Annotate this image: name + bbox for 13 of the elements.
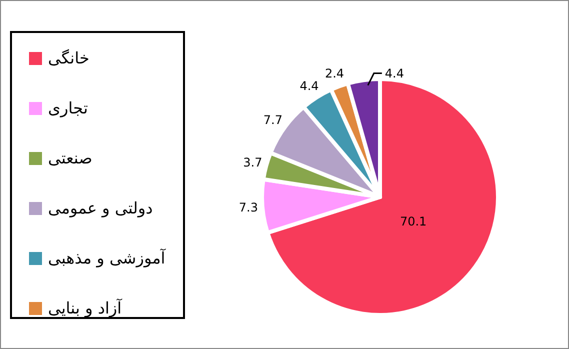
- data-label: 2.4: [324, 66, 344, 80]
- data-label: 7.3: [238, 200, 258, 215]
- legend-label: آزاد و بنایی: [48, 298, 124, 318]
- legend-label: تجاری: [48, 98, 88, 118]
- data-label: 4.4: [384, 66, 404, 80]
- legend-label: صنعتی: [48, 148, 92, 168]
- legend-label: خانگی: [48, 48, 90, 68]
- legend-label: دولتی و عمومی: [48, 198, 153, 218]
- data-label: 4.4: [300, 78, 319, 93]
- legend-label: آموزشی و مذهبی: [48, 248, 167, 268]
- data-label: 70.1: [400, 214, 427, 229]
- data-label: 3.7: [243, 155, 262, 170]
- data-label: 7.7: [263, 112, 283, 127]
